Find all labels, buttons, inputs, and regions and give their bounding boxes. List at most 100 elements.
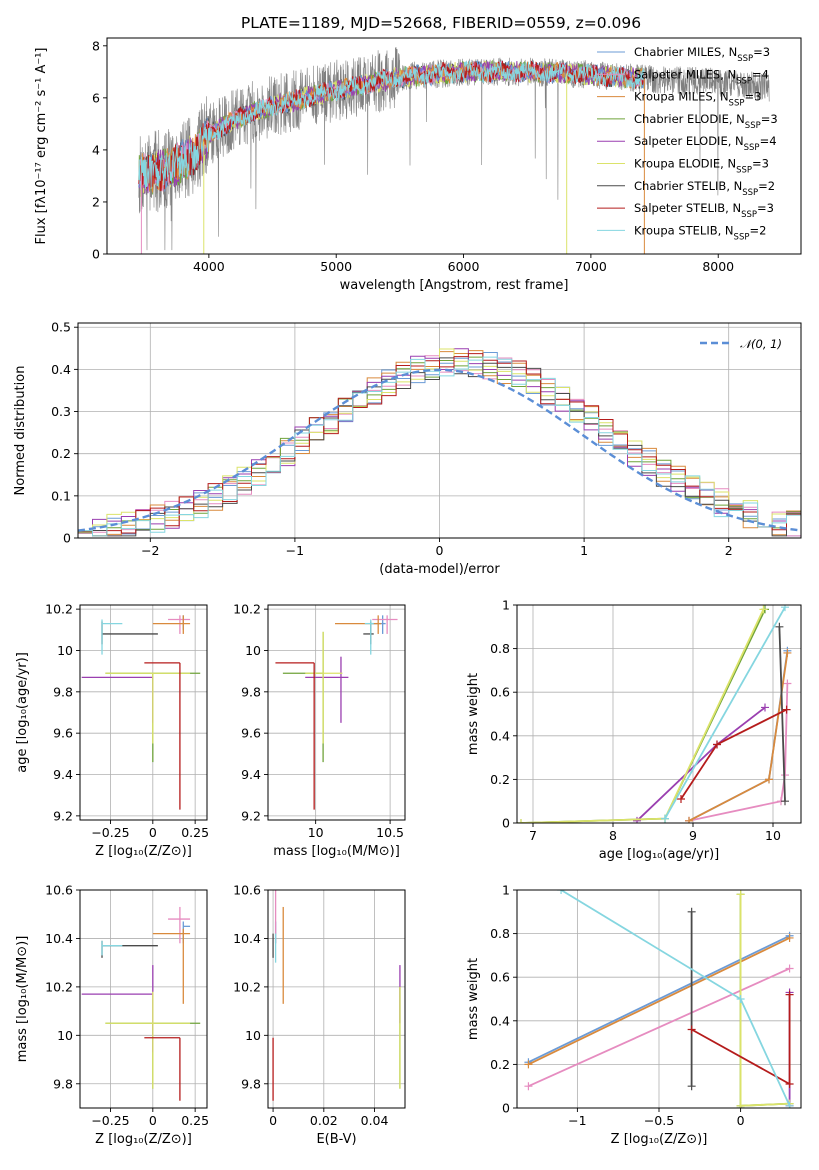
- y-tick-label: 0.3: [51, 404, 71, 419]
- errorbar-point: [152, 928, 191, 1004]
- y-tick-label: 4: [92, 142, 100, 157]
- y-tick-label: 9.6: [53, 726, 73, 741]
- legend-value: =3: [761, 112, 778, 126]
- errorbar-point: [305, 631, 343, 744]
- y-tick-label: 10: [57, 1028, 73, 1043]
- errorbar-point: [372, 615, 386, 634]
- y-tick-label: 2: [92, 194, 100, 209]
- legend-value: =3: [744, 90, 761, 104]
- x-axis-label: Z [log₁₀(Z/Z⊙)]: [611, 1132, 708, 1147]
- legend-subscript: SSP: [741, 210, 757, 220]
- spectrum-model-kroupa-stelib: [138, 59, 645, 190]
- weight-marker: [783, 679, 792, 688]
- weight-marker: [517, 819, 525, 823]
- errorbar-point: [363, 621, 374, 645]
- legend-subscript: SSP: [734, 232, 750, 242]
- y-tick-label: 9.8: [241, 1076, 261, 1091]
- y-tick-label: 10: [57, 643, 73, 658]
- axes-frame: [267, 889, 406, 1109]
- legend-label: Salpeter ELODIE, NSSP=4: [634, 134, 777, 153]
- plot-area: [517, 605, 792, 823]
- y-tick-label: 9.6: [241, 726, 261, 741]
- plot-area: [524, 890, 794, 1108]
- weight-marker: [524, 1082, 533, 1091]
- weight-line-kroupa-miles: [528, 937, 790, 1066]
- x-tick-label: −2: [141, 543, 159, 558]
- y-axis-label: age [log₁₀(age/yr)]: [15, 652, 30, 773]
- x-axis-label: age [log₁₀(age/yr)]: [599, 847, 720, 862]
- y-tick-label: 0.4: [490, 1013, 510, 1028]
- y-tick-label: 0.6: [490, 685, 510, 700]
- x-tick-label: −1: [286, 543, 304, 558]
- x-tick-label: 0.02: [310, 1113, 338, 1128]
- x-tick-label: 0: [149, 825, 157, 840]
- weight-marker: [736, 995, 745, 1003]
- weight-marker: [687, 1082, 696, 1091]
- legend-label: Chabrier ELODIE, NSSP=3: [634, 112, 778, 131]
- legend-value: =3: [757, 201, 774, 215]
- errorbar-point: [282, 631, 324, 763]
- legend-value: =3: [753, 45, 770, 59]
- legend-value: =3: [752, 157, 769, 171]
- x-axis-label: Z [log₁₀(Z/Z⊙)]: [95, 844, 192, 859]
- x-tick-label: 2: [725, 543, 733, 558]
- x-tick-label: 0: [436, 543, 444, 558]
- errorbar-point: [305, 656, 349, 723]
- y-tick-label: 10.6: [233, 883, 261, 898]
- errorbar-point: [275, 662, 315, 810]
- errorbar-point: [101, 940, 123, 956]
- weight-marker: [759, 605, 768, 614]
- weight-marker: [687, 907, 696, 916]
- y-tick-label: 1: [502, 883, 510, 898]
- plot-area: [81, 615, 201, 810]
- y-tick-label: 9.2: [241, 808, 261, 823]
- y-tick-label: 9.8: [53, 684, 73, 699]
- weight-marker: [785, 990, 794, 999]
- weight-marker: [736, 890, 745, 899]
- y-tick-label: 0.4: [51, 362, 71, 377]
- x-tick-label: 0: [269, 1113, 277, 1128]
- gaussian-curve: [78, 368, 801, 532]
- errorbar-point: [364, 619, 374, 655]
- figure-title: PLATE=1189, MJD=52668, FIBERID=0559, z=0…: [241, 14, 641, 32]
- y-tick-label: 9.2: [53, 808, 73, 823]
- weight-marker: [775, 622, 784, 631]
- x-tick-label: 4000: [193, 259, 225, 274]
- y-tick-label: 9.8: [241, 684, 261, 699]
- y-tick-label: 0: [92, 247, 100, 262]
- x-tick-label: 9: [689, 828, 697, 843]
- legend-label: 𝒩(0, 1): [740, 337, 782, 351]
- weight-marker: [761, 703, 769, 712]
- mass-vs-Z-panel: −0.25 0 0.25 9.8 10 10.2 10.4 10.6 Z [log₁₀(Z/Z⊙…: [15, 883, 209, 1148]
- x-tick-label: 1: [580, 543, 588, 558]
- weight-marker: [781, 605, 789, 612]
- weight-marker: [782, 705, 791, 714]
- x-tick-label: 8: [609, 828, 617, 843]
- x-axis-label: wavelength [Angstrom, rest frame]: [340, 278, 569, 293]
- weight-marker: [557, 890, 566, 894]
- weight-line-kroupa-elodie: [739, 894, 790, 1107]
- legend-value: =2: [758, 179, 775, 193]
- weight-marker: [677, 795, 685, 804]
- age-vs-mass-panel: 10 10.5 9.2 9.4 9.6 9.8 10 10.2 mass [log₁₀(M/M⊙…: [233, 602, 406, 859]
- y-tick-label: 0.8: [490, 641, 510, 656]
- legend-subscript: SSP: [744, 143, 760, 153]
- y-tick-label: 0.4: [490, 728, 510, 743]
- weight-marker: [524, 1060, 533, 1069]
- residuals-panel: −2 −1 0 1 2 0 0.1 0.2 0.3 0.4 0.5 (data-model)/erro…: [13, 320, 802, 577]
- x-tick-label: 7000: [575, 259, 607, 274]
- weight-marker: [765, 775, 773, 784]
- axes-frame: [516, 604, 802, 824]
- legend-subscript: SSP: [729, 99, 745, 109]
- legend-label: Kroupa ELODIE, NSSP=3: [634, 157, 769, 176]
- x-tick-label: −0.25: [91, 825, 129, 840]
- histogram-salpeter-stelib: [78, 353, 801, 537]
- y-tick-label: 0.5: [51, 320, 71, 335]
- errorbar-point: [144, 662, 181, 810]
- residuals-legend: 𝒩(0, 1): [700, 337, 782, 351]
- y-tick-label: 10.2: [233, 979, 261, 994]
- legend-subscript: SSP: [742, 188, 758, 198]
- x-tick-label: 0: [149, 1113, 157, 1128]
- plot-area: [81, 906, 201, 1101]
- x-tick-label: 10: [308, 825, 324, 840]
